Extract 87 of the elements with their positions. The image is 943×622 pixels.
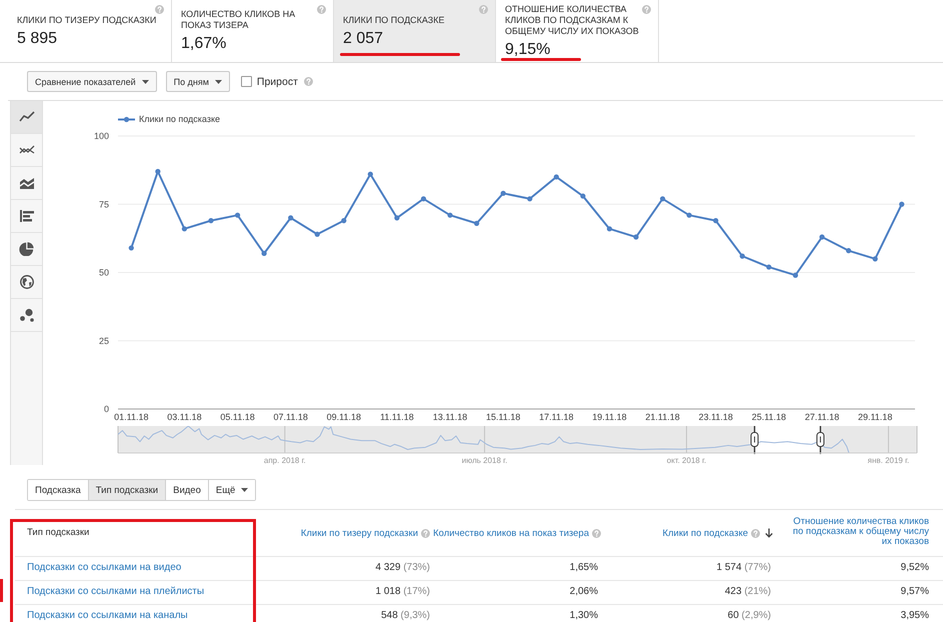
x-tick-label: 17.11.18: [539, 412, 574, 422]
x-tick-label: 23.11.18: [698, 412, 733, 422]
x-tick-label: апр. 2018 г.: [264, 456, 306, 465]
x-tick-label: 05.11.18: [220, 412, 255, 422]
point: [554, 174, 559, 180]
point: [447, 212, 453, 218]
point: [686, 212, 692, 218]
point: [234, 212, 240, 218]
text: Подсказки со ссылками на видео: [27, 562, 182, 573]
text: Клики по тизеру подсказки: [300, 528, 418, 538]
point: [899, 202, 904, 207]
x-tick-label: 25.11.18: [752, 412, 786, 422]
text: Клики по подсказке: [662, 528, 748, 538]
text: 2 057: [343, 30, 384, 46]
tab: Тип подсказки: [88, 480, 166, 500]
text: 1 018 (17%): [376, 586, 430, 597]
point: [208, 218, 214, 224]
text: 1 574 (77%): [716, 562, 771, 573]
text: 3,95%: [900, 610, 929, 621]
x-tick-label: окт. 2018 г.: [666, 456, 706, 465]
point: [872, 256, 878, 262]
text: 423 (21%): [724, 586, 771, 597]
point: [262, 250, 267, 256]
x-tick-label: 11.11.18: [380, 412, 414, 422]
text: Подсказки со ссылками на каналы: [27, 610, 188, 621]
text: Тип подсказки: [27, 527, 90, 538]
text: 1,67%: [181, 35, 226, 52]
point: [527, 196, 532, 202]
x-tick-label: 21.11.18: [645, 412, 680, 422]
point: [341, 218, 346, 224]
y-tick-label: 50: [98, 268, 109, 278]
text: 4 329 (73%): [376, 562, 430, 573]
legend-label: Клики по подсказке: [139, 114, 220, 124]
point: [633, 234, 639, 240]
text: 9,15%: [505, 40, 550, 58]
point: [128, 245, 134, 251]
text: Подсказки со ссылками на плейлисты: [27, 586, 204, 597]
x-tick-label: янв. 2019 г.: [868, 456, 910, 465]
point: [792, 272, 798, 278]
text: КЛИКИ ПО ТИЗЕРУ ПОДСКАЗКИ: [17, 14, 156, 24]
x-tick-label: 01.11.18: [114, 412, 148, 422]
point: [740, 254, 745, 259]
point: [713, 218, 718, 224]
point: [660, 196, 666, 202]
text: 9,52%: [900, 562, 929, 573]
text: 9,57%: [900, 586, 929, 597]
text: 548 (9,3%): [381, 610, 430, 621]
x-tick-label: июль 2018 г.: [462, 456, 508, 465]
point: [314, 232, 320, 237]
x-tick-label: 07.11.18: [273, 412, 308, 422]
text: 1,30%: [570, 610, 598, 621]
x-tick-label: 15.11.18: [486, 412, 520, 422]
tab: Ещё: [208, 480, 256, 500]
x-tick-label: 03.11.18: [167, 412, 202, 422]
text: Количество кликов на показ тизера: [433, 528, 589, 538]
point: [819, 234, 825, 240]
text: ОТНОШЕНИЕ КОЛИЧЕСТВА КЛИКОВ ПО ПОДСКАЗКАМ К ОБЩЕМУ ЧИСЛУ ИХ ПОКАЗОВ: [505, 4, 639, 36]
point: [606, 226, 612, 232]
text: Отношение количества кликов по подсказкам к общему числу их показов: [792, 516, 929, 547]
y-tick-label: 100: [94, 131, 109, 142]
text: 60 (2,9%): [728, 610, 771, 621]
text: КОЛИЧЕСТВО КЛИКОВ НА ПОКАЗ ТИЗЕРА: [181, 9, 296, 30]
text: 5 895: [17, 30, 58, 46]
text: Прирост: [256, 76, 298, 88]
text: 2,06%: [570, 586, 598, 597]
point: [182, 226, 188, 232]
point: [394, 215, 400, 220]
x-tick-label: 09.11.18: [326, 412, 362, 422]
x-tick-label: 19.11.18: [592, 412, 627, 422]
x-tick-label: 27.11.18: [804, 412, 840, 422]
y-tick-label: 25: [98, 336, 109, 346]
point: [766, 264, 772, 270]
point: [368, 172, 373, 177]
point: [288, 215, 294, 220]
x-tick-label: 29.11.18: [858, 412, 892, 422]
point: [846, 248, 852, 254]
point: [474, 220, 480, 226]
text: КЛИКИ ПО ПОДСКАЗКЕ: [343, 14, 444, 24]
dropdown-button: Сравнение показателей: [27, 71, 157, 92]
y-tick-label: 0: [104, 404, 109, 414]
point: [580, 193, 586, 199]
y-tick-label: 75: [98, 199, 109, 210]
point: [420, 196, 426, 202]
point: [500, 190, 506, 196]
dropdown-button: По дням: [166, 71, 230, 92]
text: 1,65%: [570, 562, 598, 573]
x-tick-label: 13.11.18: [432, 412, 468, 422]
